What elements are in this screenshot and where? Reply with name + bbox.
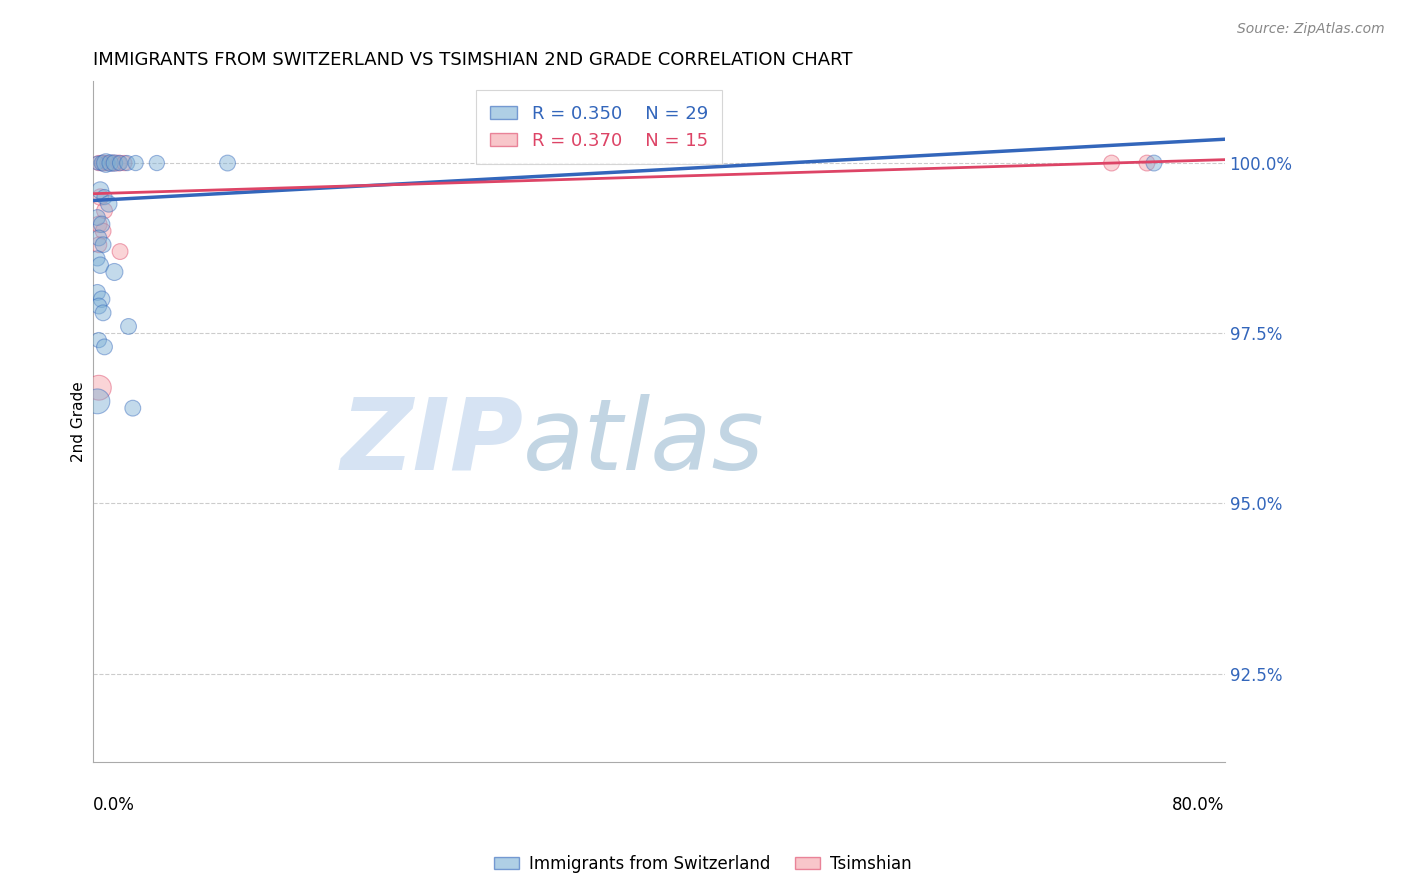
Point [90,156,112,170]
Point [87,333,110,347]
Point [115,156,138,170]
Point [86,211,108,225]
Point [93,190,115,204]
Y-axis label: 2nd Grade: 2nd Grade [72,382,86,462]
Point [87,237,110,252]
Point [103,156,125,170]
Point [146,156,169,170]
Point [121,401,143,416]
Point [124,156,146,170]
Point [1143,156,1166,170]
Point [91,224,114,238]
Legend: Immigrants from Switzerland, Tsimshian: Immigrants from Switzerland, Tsimshian [488,848,918,880]
Point [87,381,110,395]
Point [89,190,111,204]
Point [93,340,115,354]
Legend: R = 0.350    N = 29, R = 0.370    N = 15: R = 0.350 N = 29, R = 0.370 N = 15 [475,90,723,164]
Point [91,306,114,320]
Point [117,319,139,334]
Point [112,156,135,170]
Point [107,156,129,170]
Point [98,156,121,170]
Point [103,265,125,279]
Point [91,156,114,170]
Text: 0.0%: 0.0% [93,797,135,814]
Point [89,258,111,272]
Point [94,156,117,170]
Text: IMMIGRANTS FROM SWITZERLAND VS TSIMSHIAN 2ND GRADE CORRELATION CHART: IMMIGRANTS FROM SWITZERLAND VS TSIMSHIAN… [93,51,852,69]
Point [96,156,118,170]
Text: Source: ZipAtlas.com: Source: ZipAtlas.com [1237,22,1385,37]
Point [87,299,110,313]
Point [87,217,110,231]
Point [93,203,115,218]
Point [87,156,110,170]
Point [86,156,108,170]
Text: 80.0%: 80.0% [1173,797,1225,814]
Text: ZIP: ZIP [340,393,523,491]
Point [91,237,114,252]
Point [86,394,108,409]
Point [86,252,108,266]
Point [1101,156,1123,170]
Point [90,292,112,306]
Point [108,156,131,170]
Point [97,197,120,211]
Point [86,285,108,300]
Point [89,183,111,197]
Text: atlas: atlas [523,393,765,491]
Point [108,244,131,259]
Point [1136,156,1159,170]
Point [101,156,124,170]
Point [87,231,110,245]
Point [90,217,112,231]
Point [217,156,239,170]
